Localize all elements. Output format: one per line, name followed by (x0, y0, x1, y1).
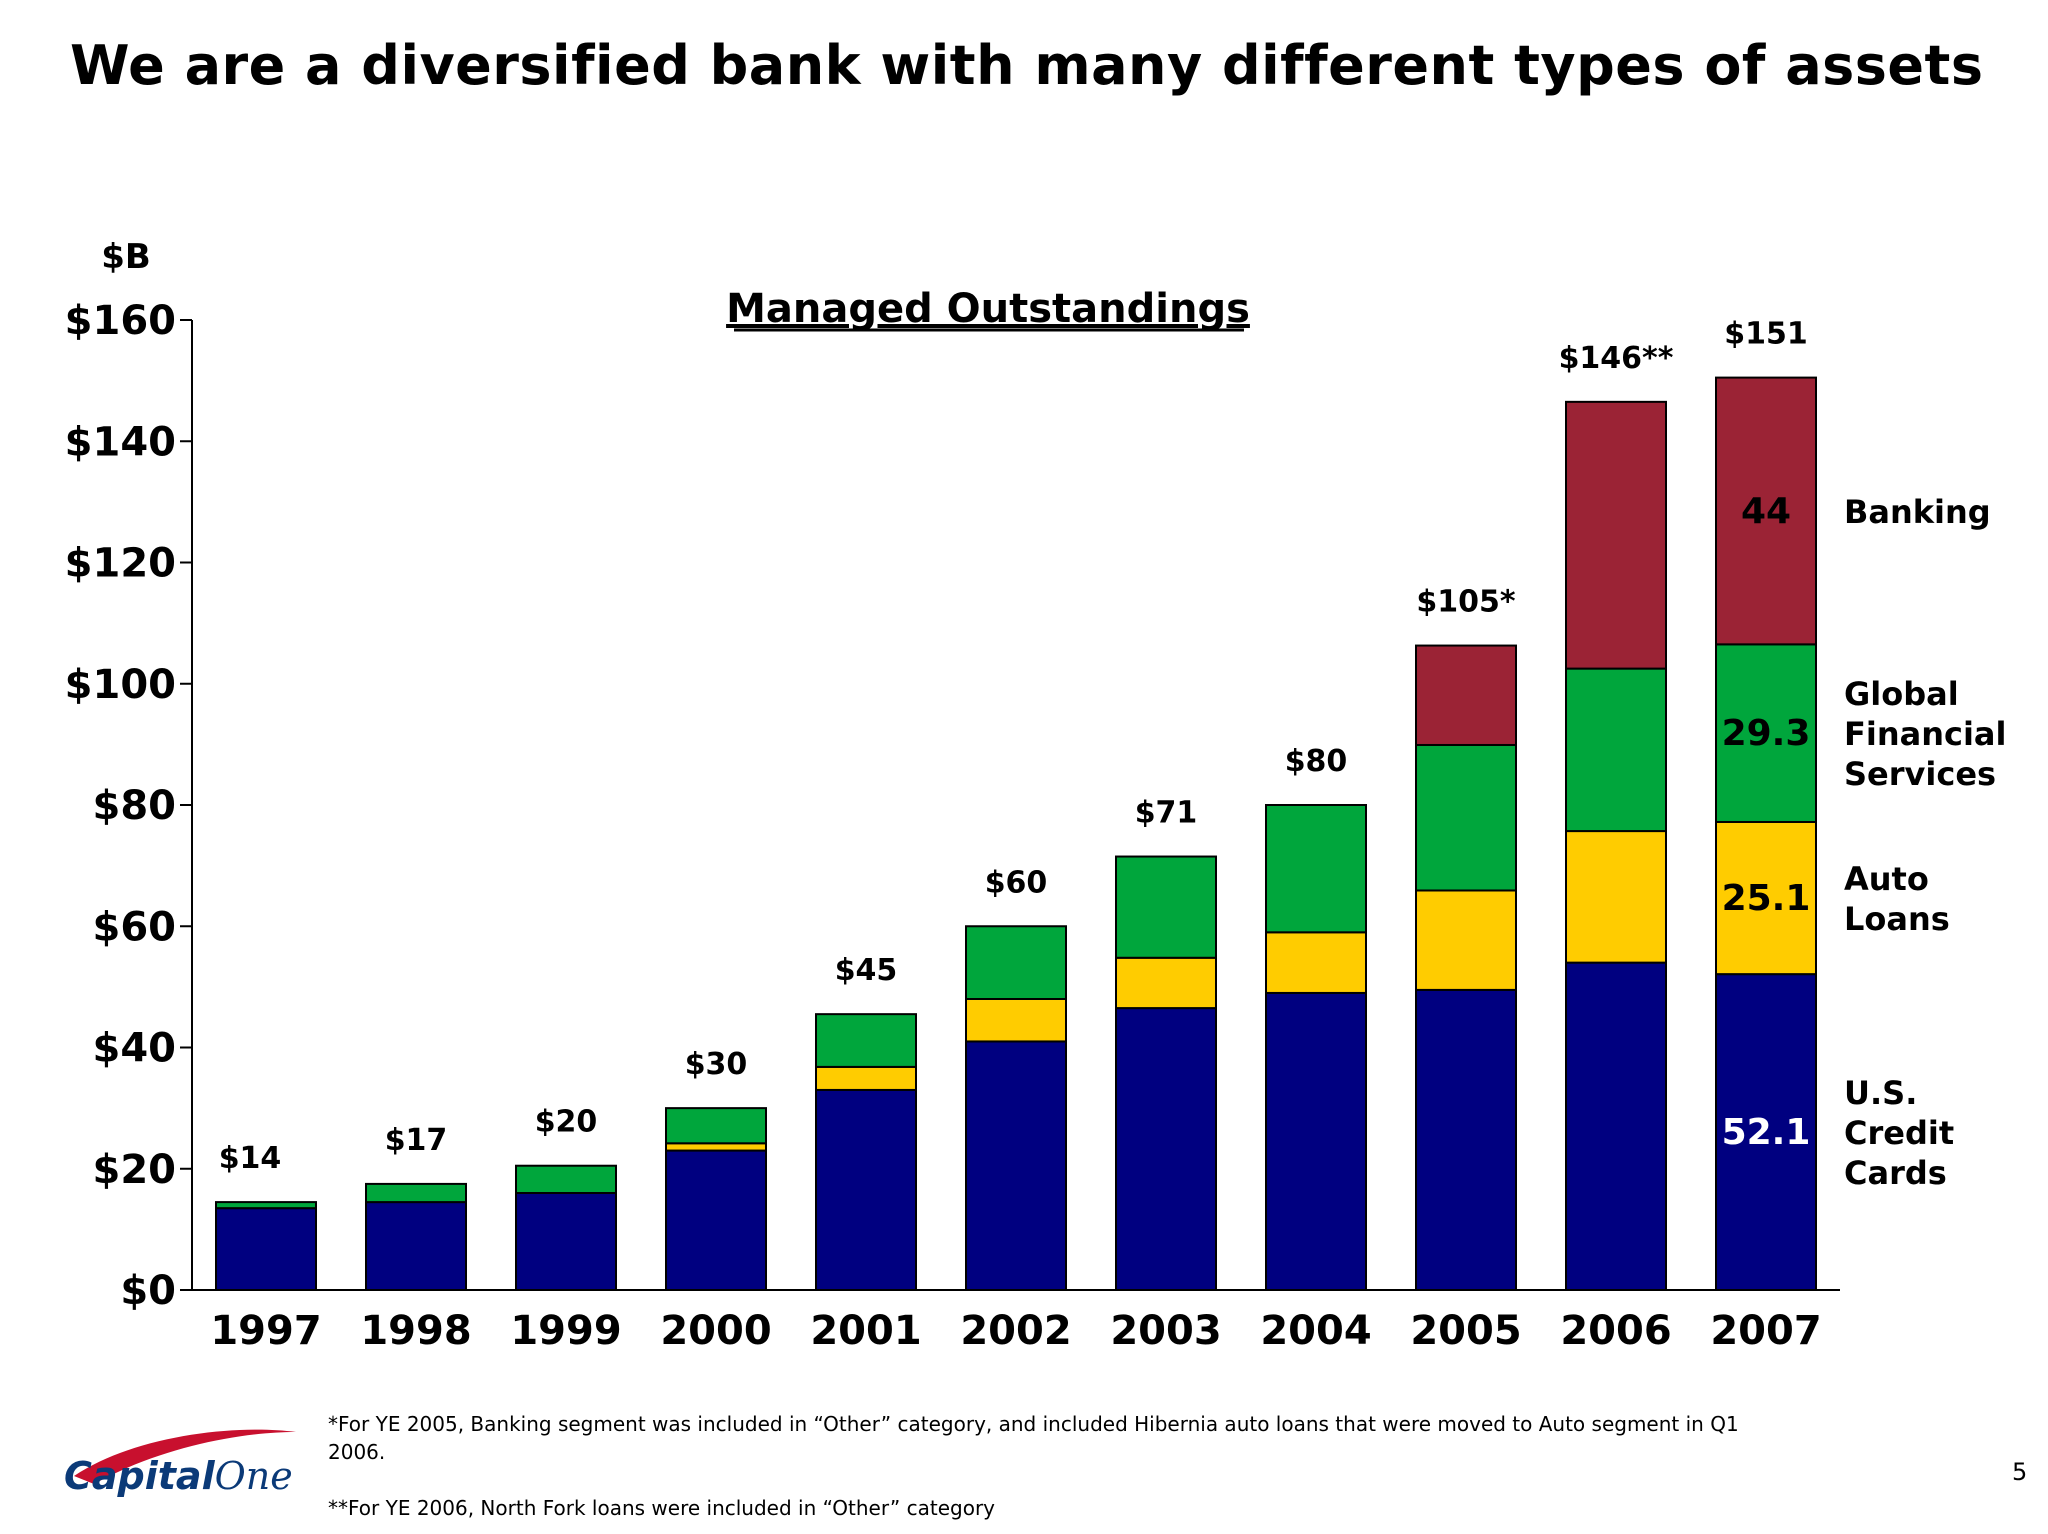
bar-total-label: $146** (1559, 341, 1674, 376)
bar-segment-2003-auto-loans (1115, 956, 1217, 1010)
y-tick-label: $40 (93, 1026, 177, 1072)
bar-total-label: $71 (1135, 796, 1198, 831)
page-number: 5 (2012, 1458, 2028, 1486)
bar-segment-2001-global-financial-services (815, 1013, 917, 1068)
y-unit-label: $B (101, 237, 151, 277)
x-tick-label: 2002 (960, 1308, 1071, 1354)
bar-segment-2000-u-s-credit-cards (665, 1149, 767, 1291)
legend-label-line: Services (1844, 755, 1996, 793)
bar-segment-2005-global-financial-services (1415, 743, 1517, 892)
bar-segment-2007-auto-loans (1715, 820, 1817, 976)
bar-segment-1998-global-financial-services (365, 1182, 467, 1204)
y-tick-label: $60 (93, 904, 177, 950)
bar-segment-2005-banking (1415, 644, 1517, 746)
bar-segment-2007-banking (1715, 376, 1817, 646)
bar-total-label: $14 (219, 1141, 282, 1176)
legend-label-line: Banking (1844, 493, 1991, 531)
bar-segment-2006-banking (1565, 400, 1667, 670)
bar-total-label: $45 (835, 953, 898, 988)
slide-title: We are a diversified bank with many diff… (70, 34, 1984, 97)
bar-segment-2003-u-s-credit-cards (1115, 1007, 1217, 1291)
bar-total-label: $20 (535, 1105, 598, 1140)
x-tick-label: 2006 (1560, 1308, 1671, 1354)
bar-total-label: $105* (1416, 585, 1515, 620)
bar-segment-2006-auto-loans (1565, 830, 1667, 964)
bar-segment-1999-u-s-credit-cards (515, 1192, 617, 1291)
x-tick-label: 2003 (1110, 1308, 1221, 1354)
legend-label-line: Credit (1844, 1114, 1954, 1152)
bar-segment-2007-global-financial-services (1715, 643, 1817, 823)
bar-segment-2001-auto-loans (815, 1065, 917, 1091)
legend-label-line: Financial (1844, 715, 2006, 753)
bar-total-label: $80 (1285, 744, 1348, 779)
footnote-1: *For YE 2005, Banking segment was includ… (328, 1412, 1739, 1464)
bar-segment-2001-u-s-credit-cards (815, 1088, 917, 1291)
y-tick-label: $100 (65, 662, 176, 708)
x-tick-label: 1998 (360, 1308, 471, 1354)
logo-wordmark: CapitalOne (64, 1454, 293, 1498)
legend-label-line: Cards (1844, 1154, 1947, 1192)
bar-total-label: $60 (985, 865, 1048, 900)
y-tick-label: $140 (65, 419, 176, 465)
bar-segment-2004-u-s-credit-cards (1265, 991, 1367, 1291)
bar-segment-2006-global-financial-services (1565, 667, 1667, 833)
y-tick-label: $80 (93, 783, 177, 829)
bar-value-label: 44 (1741, 491, 1791, 532)
capital-one-logo: CapitalOne (64, 1418, 324, 1518)
bar-segment-2007-u-s-credit-cards (1715, 973, 1817, 1291)
bar-total-label: $17 (385, 1123, 448, 1158)
bar-segment-2000-auto-loans (665, 1142, 767, 1152)
footnote-2: **For YE 2006, North Fork loans were inc… (328, 1496, 996, 1520)
bar-segment-2002-u-s-credit-cards (965, 1040, 1067, 1291)
logo-swoosh-icon (74, 1429, 296, 1484)
bar-segment-1998-u-s-credit-cards (365, 1201, 467, 1291)
x-tick-label: 1999 (510, 1308, 621, 1354)
bar-segment-2005-auto-loans (1415, 889, 1517, 991)
chart-title: Managed Outstandings (726, 286, 1250, 332)
x-tick-label: 2001 (810, 1308, 921, 1354)
legend-label-line: U.S. (1844, 1074, 1917, 1112)
y-tick-label: $120 (65, 541, 176, 587)
x-tick-label: 2007 (1710, 1308, 1821, 1354)
x-tick-label: 2004 (1260, 1308, 1371, 1354)
bar-segment-2004-global-financial-services (1265, 804, 1367, 934)
y-tick-label: $20 (93, 1147, 177, 1193)
legend-label-line: Loans (1844, 900, 1950, 938)
x-tick-label: 1997 (210, 1308, 321, 1354)
bar-segment-1997-global-financial-services (215, 1201, 317, 1210)
bar-segment-2002-global-financial-services (965, 925, 1067, 1000)
y-tick-label: $160 (65, 298, 176, 344)
x-tick-label: 2005 (1410, 1308, 1521, 1354)
bar-segment-2004-auto-loans (1265, 931, 1367, 994)
bar-value-label: 29.3 (1722, 713, 1811, 754)
bar-segment-1997-u-s-credit-cards (215, 1207, 317, 1291)
legend-label-line: Global (1844, 675, 1959, 713)
bar-segment-2006-u-s-credit-cards (1565, 961, 1667, 1291)
bar-segment-2000-global-financial-services (665, 1107, 767, 1145)
bar-value-label: 52.1 (1722, 1112, 1811, 1153)
bar-total-label: $30 (685, 1047, 748, 1082)
y-tick-label: $0 (120, 1268, 176, 1314)
bar-segment-1999-global-financial-services (515, 1164, 617, 1194)
bar-segment-2003-global-financial-services (1115, 855, 1217, 959)
legend-label-line: Auto (1844, 860, 1929, 898)
x-tick-label: 2000 (660, 1308, 771, 1354)
bar-total-label: $151 (1724, 317, 1808, 352)
bar-value-label: 25.1 (1722, 878, 1811, 919)
bar-segment-2005-u-s-credit-cards (1415, 988, 1517, 1291)
bar-segment-2002-auto-loans (965, 998, 1067, 1043)
